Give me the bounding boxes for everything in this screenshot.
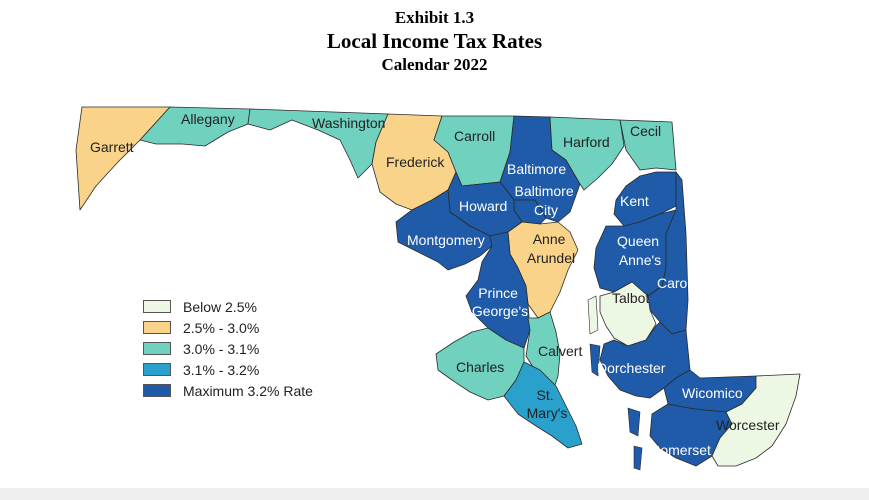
legend-swatch: [143, 342, 171, 355]
county-cecil: [619, 119, 677, 171]
legend-item: Maximum 3.2% Rate: [143, 380, 313, 401]
county-caroline: [647, 171, 689, 335]
map-title-block: Exhibit 1.3 Local Income Tax Rates Calen…: [0, 8, 869, 75]
map-subtitle: Calendar 2022: [381, 55, 488, 74]
label-queen-annes-line1: Queen: [617, 233, 659, 249]
label-harford: Harford: [563, 134, 610, 150]
label-prince-georges-line2: George's: [472, 303, 528, 319]
legend-item: 3.1% - 3.2%: [143, 359, 313, 380]
legend-label: 3.0% - 3.1%: [183, 340, 260, 357]
label-anne-arundel: Anne Arundel: [527, 231, 575, 266]
label-baltimore-city: Baltimore City: [514, 183, 577, 218]
legend-swatch: [143, 321, 171, 334]
label-kent: Kent: [620, 193, 649, 209]
label-montgomery: Montgomery: [407, 232, 485, 248]
map-legend: Below 2.5% 2.5% - 3.0% 3.0% - 3.1% 3.1% …: [143, 296, 313, 401]
bay-island-shape: [589, 343, 601, 377]
bay-island-shape: [627, 407, 641, 437]
label-baltimore-city-line2: City: [534, 202, 558, 218]
label-cecil: Cecil: [630, 123, 661, 139]
legend-label: 2.5% - 3.0%: [183, 319, 260, 336]
label-anne-arundel-line1: Anne: [533, 231, 566, 247]
bottom-scroll-bar: [0, 488, 869, 500]
county-worcester: [711, 373, 801, 467]
label-garrett: Garrett: [90, 139, 134, 155]
label-caroline: Caroline: [657, 275, 709, 291]
bay-island-shape: [633, 445, 643, 471]
legend-item: 2.5% - 3.0%: [143, 317, 313, 338]
label-st-marys: St. Mary's: [527, 387, 568, 421]
legend-swatch: [143, 363, 171, 376]
label-charles: Charles: [456, 359, 504, 375]
label-queen-annes: Queen Anne's: [617, 233, 663, 268]
label-prince-georges-line1: Prince: [478, 285, 518, 301]
legend-swatch: [143, 300, 171, 313]
label-allegany: Allegany: [181, 111, 235, 127]
exhibit-number: Exhibit 1.3: [394, 8, 475, 27]
legend-swatch: [143, 384, 171, 397]
label-baltimore-city-line1: Baltimore: [514, 183, 573, 199]
label-frederick: Frederick: [386, 154, 445, 170]
label-prince-georges: Prince George's: [472, 285, 528, 319]
legend-item: Below 2.5%: [143, 296, 313, 317]
label-st-marys-line1: St.: [536, 387, 553, 403]
label-dorchester: Dorchester: [597, 360, 666, 376]
county-montgomery: [395, 189, 493, 271]
legend-item: 3.0% - 3.1%: [143, 338, 313, 359]
label-queen-annes-line2: Anne's: [619, 252, 661, 268]
county-st-marys: [503, 361, 583, 449]
label-wicomico: Wicomico: [682, 385, 743, 401]
label-st-marys-line2: Mary's: [527, 405, 568, 421]
legend-label: Maximum 3.2% Rate: [183, 382, 313, 399]
map-title: Local Income Tax Rates: [326, 29, 543, 53]
legend-label: Below 2.5%: [183, 298, 257, 315]
label-carroll: Carroll: [454, 128, 495, 144]
label-howard: Howard: [459, 198, 507, 214]
legend-label: 3.1% - 3.2%: [183, 361, 260, 378]
label-worcester: Worcester: [716, 417, 780, 433]
label-anne-arundel-line2: Arundel: [527, 250, 575, 266]
county-harford: [549, 116, 625, 191]
bay-island-shape: [587, 295, 599, 335]
label-talbot: Talbot: [612, 290, 649, 306]
label-somerset: Somerset: [651, 442, 711, 458]
label-washington: Washington: [312, 115, 385, 131]
label-baltimore: Baltimore: [507, 161, 566, 177]
county-talbot: [599, 281, 657, 347]
label-calvert: Calvert: [538, 343, 582, 359]
